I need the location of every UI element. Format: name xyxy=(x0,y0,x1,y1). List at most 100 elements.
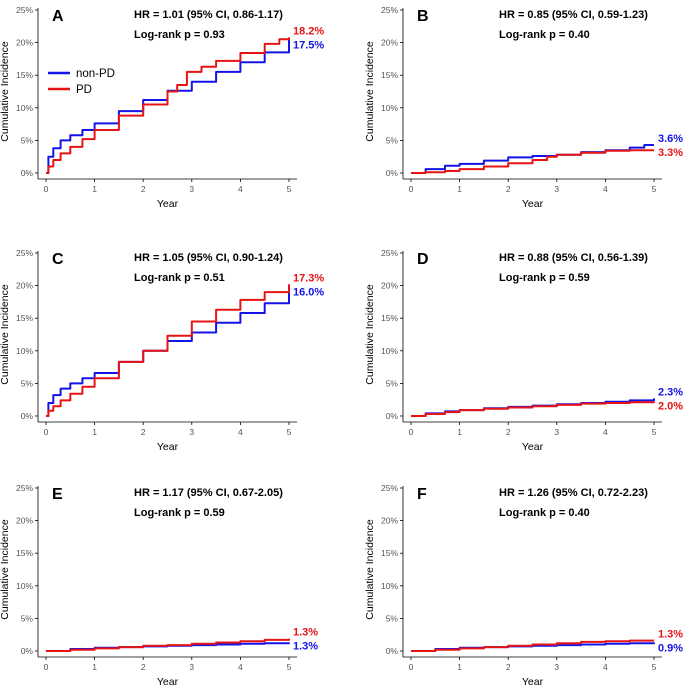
x-tick-label: 5 xyxy=(287,184,292,194)
legend: non-PD PD xyxy=(48,68,115,96)
y-tick-label: 20% xyxy=(381,281,398,291)
y-tick-label: 20% xyxy=(381,516,398,526)
y-tick-label: 20% xyxy=(381,38,398,48)
y-tick-label: 15% xyxy=(381,70,398,80)
y-tick-label: 0% xyxy=(386,168,399,178)
x-tick-label: 0 xyxy=(409,427,414,437)
y-tick-label: 10% xyxy=(16,103,33,113)
x-tick-label: 3 xyxy=(189,662,194,672)
x-tick-label: 1 xyxy=(457,184,462,194)
hazard-ratio-text: HR = 0.88 (95% CI, 0.56-1.39) xyxy=(499,252,648,264)
y-tick-label: 25% xyxy=(16,483,33,493)
hazard-ratio-text: HR = 1.26 (95% CI, 0.72-2.23) xyxy=(499,487,648,499)
y-tick-label: 25% xyxy=(381,483,398,493)
panel-a: 0% 5% 10% 15% 20% 25% 0 1 2 3 4 5 Year Cumulative Inc… xyxy=(0,5,324,210)
panel-c: 0% 5% 10% 15% 20% 25% 0 1 2 3 4 5 Year Cumulative Inc… xyxy=(0,248,324,453)
x-tick-label: 3 xyxy=(189,184,194,194)
panel-d: 0% 5% 10% 15% 20% 25% 0 1 2 3 4 5 Year Cumulative Inc… xyxy=(364,248,683,453)
panel-label: C xyxy=(52,251,64,268)
y-tick-label: 15% xyxy=(16,313,33,323)
x-tick-label: 4 xyxy=(238,662,243,672)
y-tick-label: 25% xyxy=(16,248,33,258)
y-tick-label: 0% xyxy=(21,168,34,178)
x-tick-label: 4 xyxy=(603,427,608,437)
end-label-pd: 1.3% xyxy=(293,627,318,639)
x-tick-label: 0 xyxy=(44,662,49,672)
hazard-ratio-text: HR = 0.85 (95% CI, 0.59-1.23) xyxy=(499,9,648,21)
x-tick-label: 5 xyxy=(652,184,657,194)
y-tick-label: 10% xyxy=(16,581,33,591)
x-tick-label: 4 xyxy=(603,662,608,672)
x-tick-label: 2 xyxy=(141,427,146,437)
end-label-pd: 18.2% xyxy=(293,25,324,37)
panel-label: E xyxy=(52,486,63,503)
y-tick-label: 25% xyxy=(381,5,398,15)
end-label-pd: 17.3% xyxy=(293,272,324,284)
y-tick-label: 0% xyxy=(386,411,399,421)
series-line-pd xyxy=(411,401,655,417)
y-axis-title: Cumulative Incidence xyxy=(364,41,376,142)
x-tick-label: 3 xyxy=(189,427,194,437)
x-tick-label: 3 xyxy=(554,184,559,194)
y-tick-label: 10% xyxy=(381,581,398,591)
y-tick-label: 5% xyxy=(386,135,399,145)
x-tick-label: 4 xyxy=(238,184,243,194)
end-label-non-pd: 1.3% xyxy=(293,641,318,653)
y-tick-label: 20% xyxy=(16,38,33,48)
panel-e: 0% 5% 10% 15% 20% 25% 0 1 2 3 4 5 Year Cumulative Inc… xyxy=(0,483,318,686)
y-tick-label: 25% xyxy=(16,5,33,15)
x-tick-label: 2 xyxy=(506,427,511,437)
logrank-text: Log-rank p = 0.40 xyxy=(499,507,590,519)
x-tick-label: 1 xyxy=(457,662,462,672)
x-tick-label: 2 xyxy=(506,184,511,194)
end-label-non-pd: 17.5% xyxy=(293,39,324,51)
panel-label: D xyxy=(417,251,429,268)
hazard-ratio-text: HR = 1.05 (95% CI, 0.90-1.24) xyxy=(134,252,283,264)
end-label-non-pd: 3.6% xyxy=(658,133,683,145)
y-tick-label: 5% xyxy=(386,613,399,623)
y-tick-label: 0% xyxy=(21,646,34,656)
panel-label: B xyxy=(417,8,429,25)
end-label-non-pd: 16.0% xyxy=(293,286,324,298)
y-tick-label: 10% xyxy=(16,346,33,356)
y-tick-label: 5% xyxy=(21,135,34,145)
series-line-pd xyxy=(46,284,290,417)
hazard-ratio-text: HR = 1.17 (95% CI, 0.67-2.05) xyxy=(134,487,283,499)
x-tick-label: 4 xyxy=(603,184,608,194)
y-tick-label: 0% xyxy=(386,646,399,656)
logrank-text: Log-rank p = 0.59 xyxy=(134,507,225,519)
x-tick-label: 5 xyxy=(652,662,657,672)
x-tick-label: 3 xyxy=(554,427,559,437)
x-tick-label: 1 xyxy=(92,184,97,194)
x-tick-label: 1 xyxy=(92,662,97,672)
x-tick-label: 0 xyxy=(409,662,414,672)
x-tick-label: 1 xyxy=(92,427,97,437)
series-line-pd xyxy=(411,639,654,652)
legend-label: PD xyxy=(76,84,92,96)
x-tick-label: 0 xyxy=(44,427,49,437)
x-tick-label: 1 xyxy=(457,427,462,437)
x-tick-label: 2 xyxy=(141,662,146,672)
y-tick-label: 15% xyxy=(381,313,398,323)
series-line-pd xyxy=(411,149,654,174)
x-axis-title: Year xyxy=(157,676,179,686)
y-tick-label: 15% xyxy=(381,548,398,558)
y-tick-label: 5% xyxy=(21,378,34,388)
y-axis-title: Cumulative Incidence xyxy=(364,284,376,385)
series-line-non-pd xyxy=(46,290,290,417)
logrank-text: Log-rank p = 0.40 xyxy=(499,29,590,41)
x-axis-title: Year xyxy=(157,441,179,453)
end-label-non-pd: 0.9% xyxy=(658,643,683,655)
x-tick-label: 3 xyxy=(554,662,559,672)
y-tick-label: 10% xyxy=(381,346,398,356)
end-label-non-pd: 2.3% xyxy=(658,386,683,398)
y-tick-label: 15% xyxy=(16,548,33,558)
series-line-non-pd xyxy=(46,39,290,174)
y-tick-label: 5% xyxy=(21,613,34,623)
y-axis-title: Cumulative Incidence xyxy=(0,519,11,620)
x-tick-label: 2 xyxy=(506,662,511,672)
y-axis-title: Cumulative Incidence xyxy=(0,41,11,142)
panel-label: F xyxy=(417,486,427,503)
logrank-text: Log-rank p = 0.51 xyxy=(134,272,225,284)
